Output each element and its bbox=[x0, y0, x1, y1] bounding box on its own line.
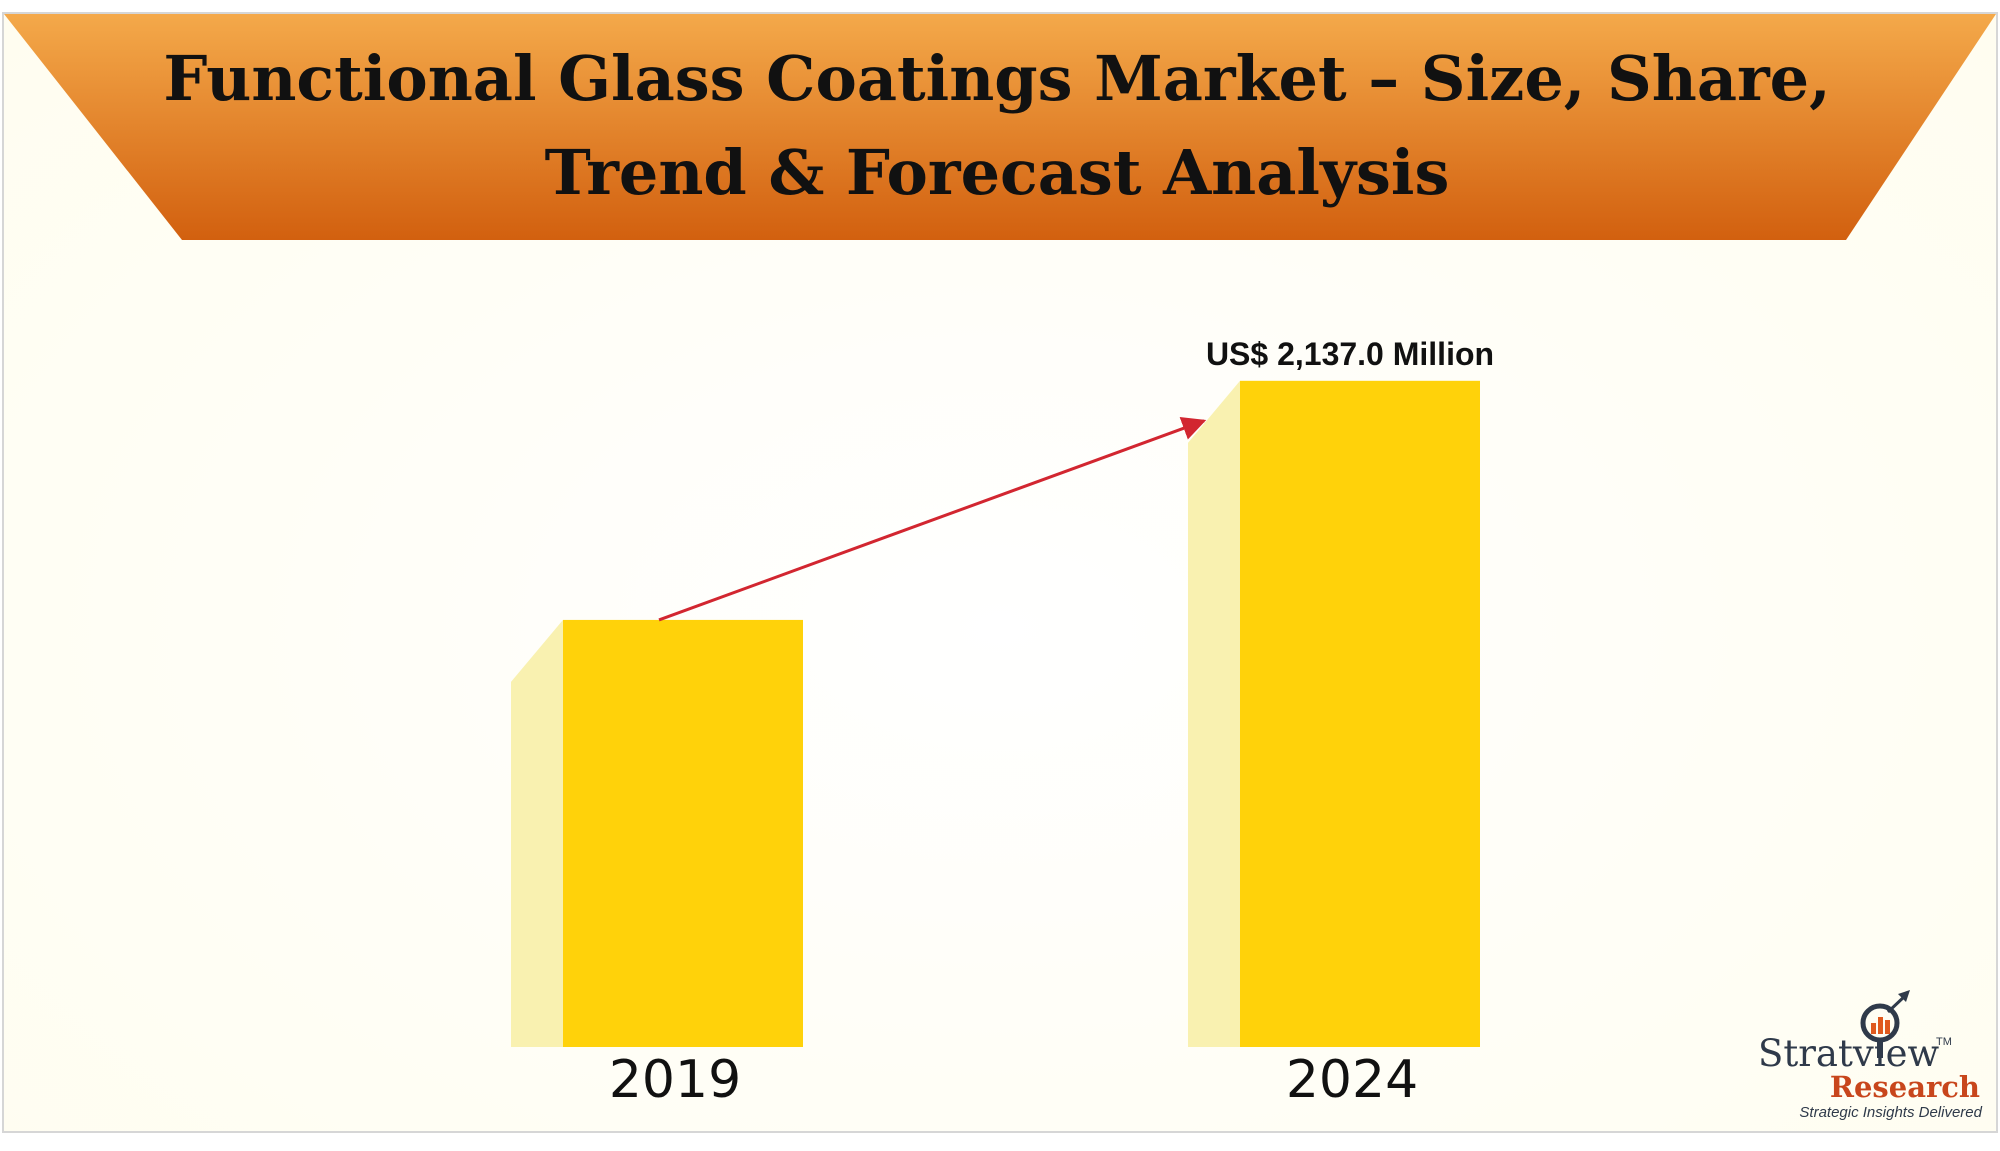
x-tick-label-2024: 2024 bbox=[1286, 1050, 1418, 1110]
data-label-2024: US$ 2,137.0 Million bbox=[1206, 336, 1494, 372]
chart-title-line-2: Trend & Forecast Analysis bbox=[545, 136, 1450, 209]
title-banner bbox=[4, 14, 1996, 240]
bars-layer bbox=[511, 380, 1480, 1047]
chart-title-line-1: Functional Glass Coatings Market – Size,… bbox=[163, 42, 1830, 115]
logo-trademark: TM bbox=[1936, 1036, 1952, 1048]
magnifier-growth-icon bbox=[1860, 990, 1910, 1058]
stratview-logo: Stratview TM Research Strategic Insights… bbox=[1758, 990, 1983, 1121]
x-tick-label-2019: 2019 bbox=[609, 1050, 741, 1110]
bar-side-2019 bbox=[511, 619, 563, 1047]
logo-name: Stratview bbox=[1758, 1032, 1939, 1075]
growth-arrow bbox=[658, 416, 1207, 622]
bar-side-2024 bbox=[1188, 380, 1240, 1047]
logo-sub: Research bbox=[1830, 1070, 1980, 1104]
bar-2019 bbox=[563, 619, 803, 1047]
logo-tagline: Strategic Insights Delivered bbox=[1799, 1104, 1982, 1121]
bar-2024 bbox=[1240, 380, 1480, 1047]
